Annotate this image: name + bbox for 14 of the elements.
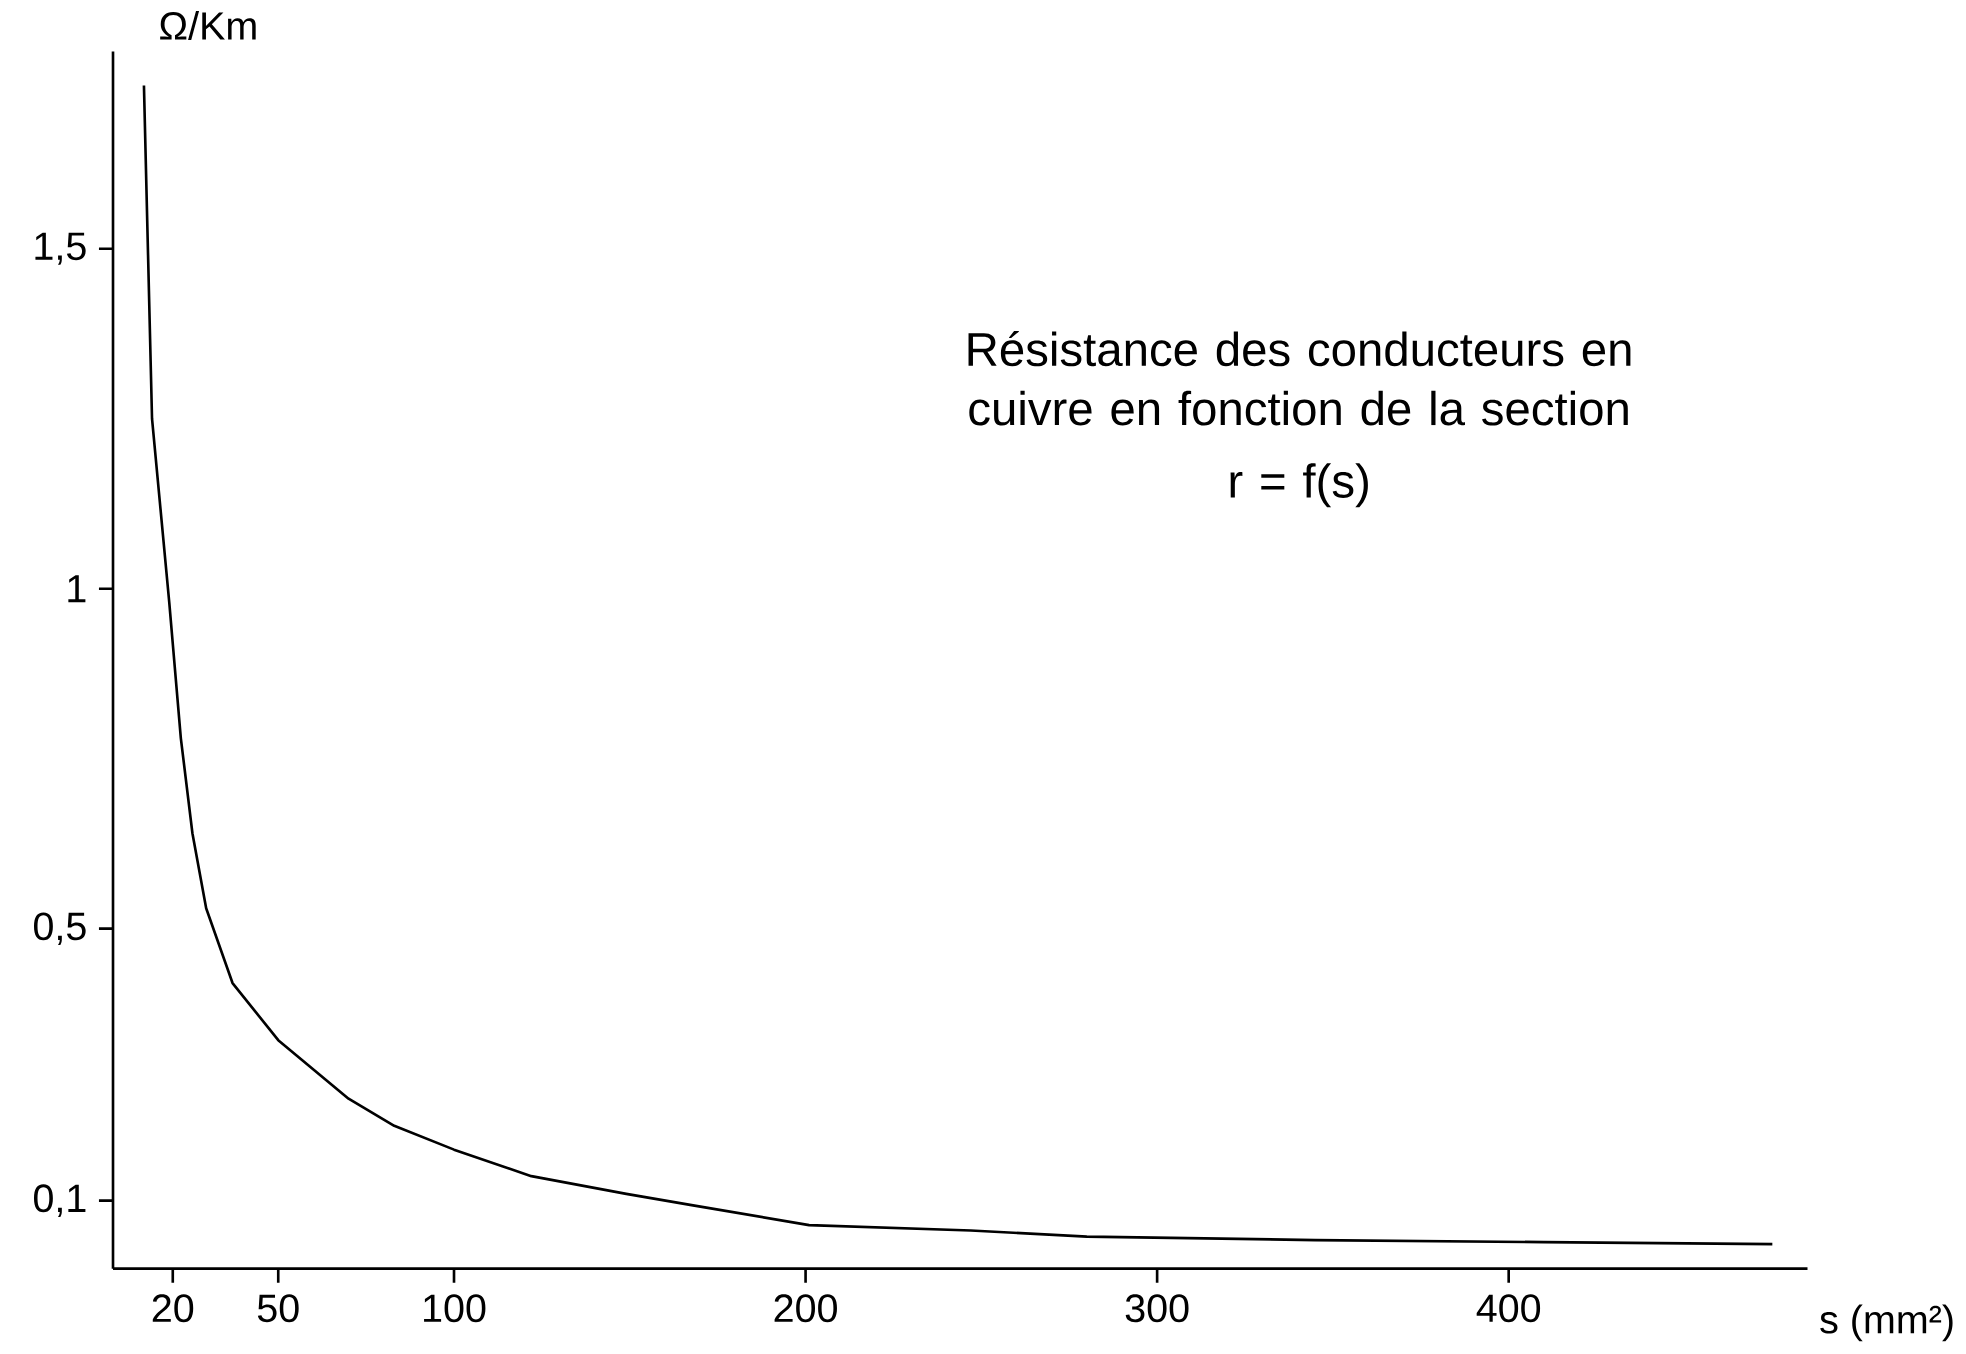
x-tick-label: 400 xyxy=(1476,1294,1541,1323)
x-tick-label: 300 xyxy=(1125,1294,1189,1323)
x-tick-label: 100 xyxy=(424,1294,486,1323)
y-tick-label: 1,5 xyxy=(35,232,86,266)
y-tick-label: 0,1 xyxy=(34,1184,86,1218)
x-tick-label: 50 xyxy=(257,1294,299,1323)
text: r = f(s) xyxy=(1230,463,1368,508)
line-series xyxy=(142,84,1774,1246)
x-axis-title: s (mm²) xyxy=(1820,1304,1953,1342)
y-tick-label: 1 xyxy=(68,575,86,603)
y-tick-label: 0,5 xyxy=(34,912,86,946)
x-tick-label: 200 xyxy=(774,1294,837,1323)
y-axis-title: Ω/Km xyxy=(160,11,256,41)
x-tick-label: 20 xyxy=(152,1294,194,1323)
